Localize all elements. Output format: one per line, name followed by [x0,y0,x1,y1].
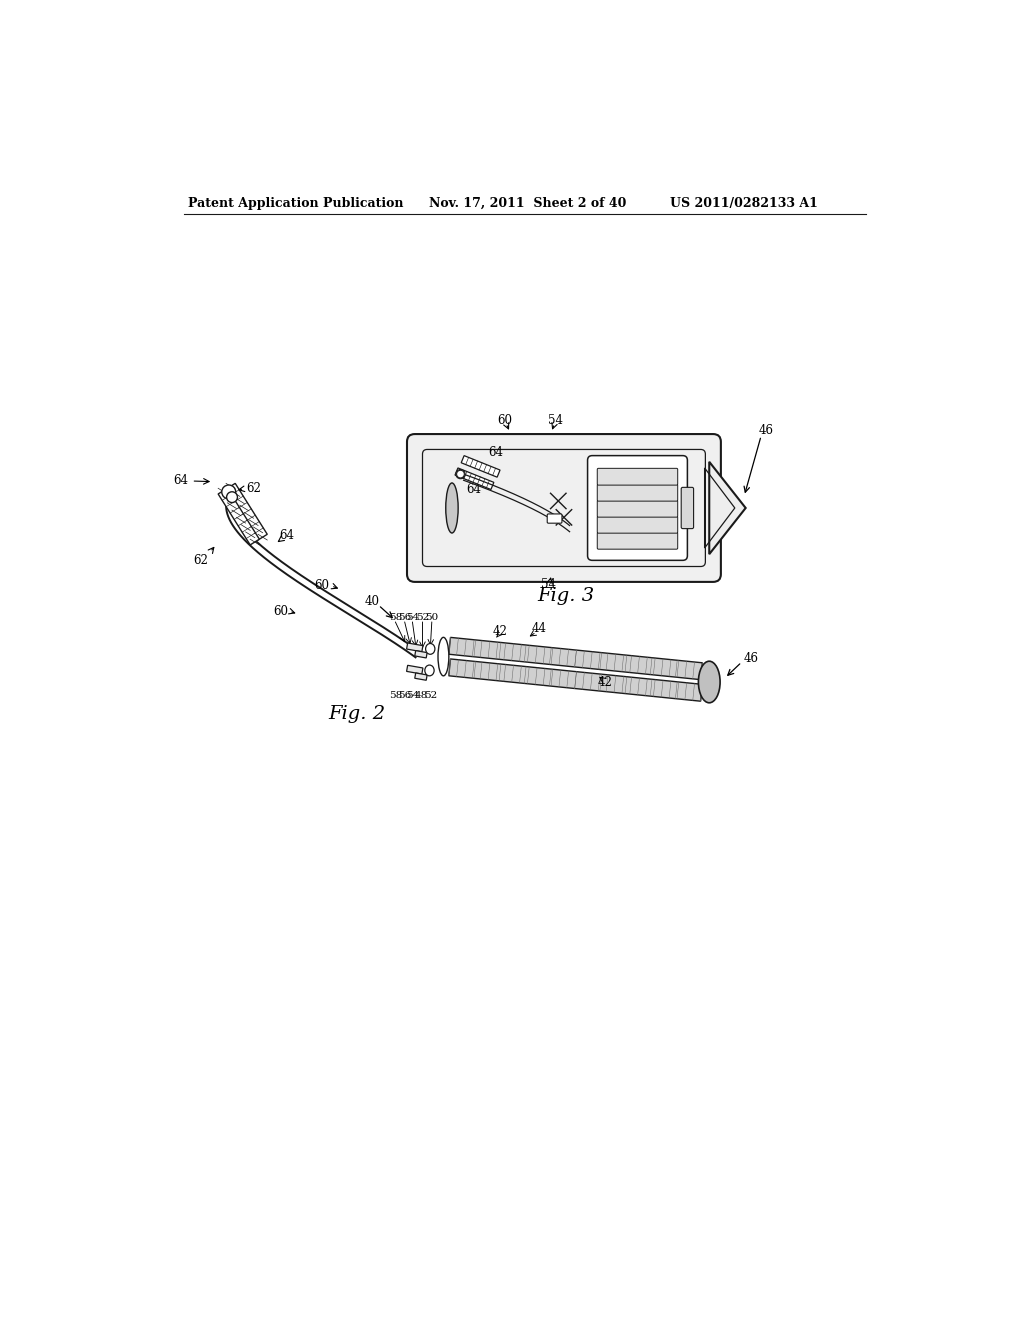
FancyBboxPatch shape [588,455,687,561]
Text: 64: 64 [488,446,504,459]
Text: 56: 56 [398,692,412,700]
Circle shape [226,492,238,503]
Text: 58: 58 [389,612,402,622]
Ellipse shape [438,638,449,676]
Text: 50: 50 [425,612,438,622]
Text: 56: 56 [398,612,412,622]
Ellipse shape [445,483,458,533]
Polygon shape [455,467,494,490]
Text: 54: 54 [541,578,556,591]
Polygon shape [226,483,267,540]
Text: 58: 58 [389,692,402,700]
Text: 42: 42 [493,626,508,639]
Text: 54: 54 [548,413,563,426]
Ellipse shape [698,661,720,702]
Text: 60: 60 [273,605,289,618]
Text: Nov. 17, 2011  Sheet 2 of 40: Nov. 17, 2011 Sheet 2 of 40 [429,197,626,210]
Polygon shape [218,488,259,545]
FancyBboxPatch shape [681,487,693,528]
Text: 52: 52 [416,612,429,622]
Text: 60: 60 [497,413,512,426]
Polygon shape [415,651,427,657]
Polygon shape [461,455,500,478]
FancyBboxPatch shape [597,469,678,486]
Circle shape [222,484,236,499]
Text: 62: 62 [246,482,261,495]
Polygon shape [710,462,745,554]
FancyBboxPatch shape [597,516,678,533]
Text: 52: 52 [424,692,437,700]
Text: 46: 46 [759,424,773,437]
Polygon shape [407,643,423,652]
Text: 40: 40 [365,594,380,607]
Text: 64: 64 [466,483,481,496]
FancyBboxPatch shape [547,513,562,523]
Polygon shape [407,665,423,675]
Text: 48: 48 [415,692,428,700]
Text: Fig. 3: Fig. 3 [538,587,595,605]
Text: 54: 54 [406,612,419,622]
Text: 54: 54 [406,692,419,700]
Text: 62: 62 [194,554,209,568]
Polygon shape [415,673,427,680]
FancyBboxPatch shape [597,500,678,517]
Text: 64: 64 [279,528,294,541]
Text: 46: 46 [744,652,759,665]
Polygon shape [449,638,702,680]
FancyBboxPatch shape [597,484,678,502]
Ellipse shape [425,665,434,676]
Polygon shape [449,659,702,701]
Text: 64: 64 [173,474,188,487]
Text: Fig. 2: Fig. 2 [328,705,385,723]
Text: 44: 44 [531,622,546,635]
Text: Patent Application Publication: Patent Application Publication [188,197,403,210]
FancyBboxPatch shape [597,532,678,549]
Circle shape [457,470,464,478]
Text: 60: 60 [314,579,330,593]
Ellipse shape [426,644,435,655]
Circle shape [456,470,465,479]
Text: 42: 42 [597,676,612,689]
Text: US 2011/0282133 A1: US 2011/0282133 A1 [671,197,818,210]
FancyBboxPatch shape [407,434,721,582]
